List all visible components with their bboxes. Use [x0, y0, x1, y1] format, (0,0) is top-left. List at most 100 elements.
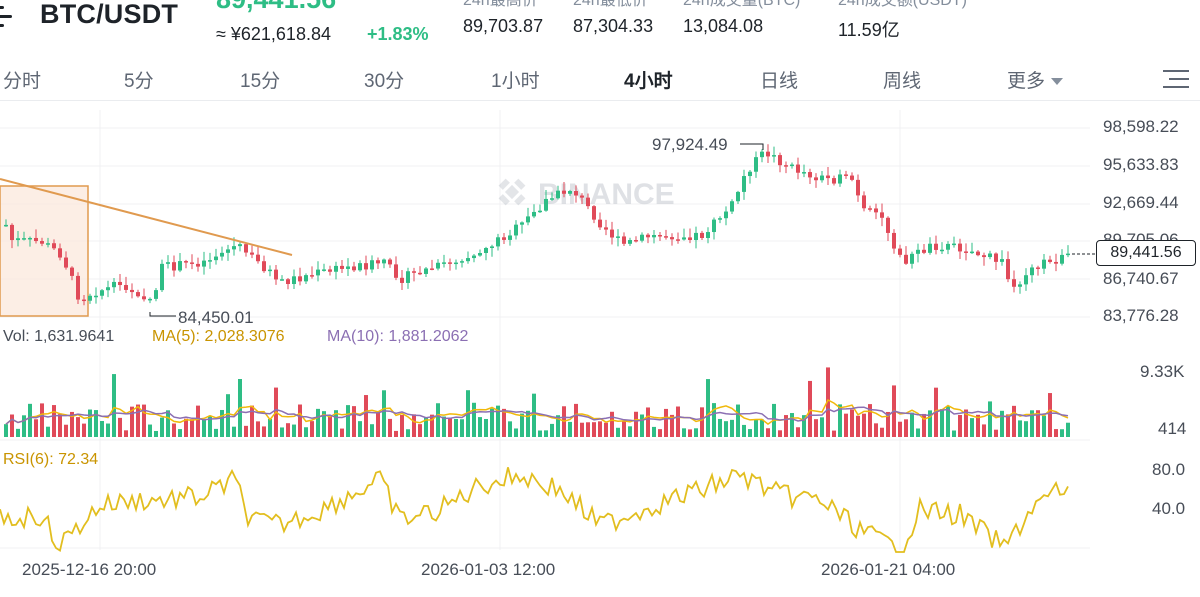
candle-body — [940, 249, 944, 252]
tab-1h[interactable]: 1小时 — [491, 71, 540, 92]
candle-body — [286, 279, 290, 285]
volume-bar — [478, 417, 482, 437]
volume-bar — [976, 414, 980, 437]
candle-body — [766, 151, 770, 157]
volume-bar — [184, 418, 188, 437]
volume-bar — [940, 408, 944, 437]
candle-body — [520, 222, 524, 225]
volume-bar — [820, 417, 824, 437]
drawing-trendline[interactable] — [0, 178, 293, 256]
candle-body — [232, 246, 236, 250]
tab-5m[interactable]: 5分 — [124, 71, 154, 92]
menu-icon[interactable] — [0, 6, 12, 28]
volume-bar — [1054, 429, 1058, 437]
volume-bar — [220, 409, 224, 437]
candle-body — [754, 157, 758, 172]
candle-body — [976, 251, 980, 256]
volume-bar — [4, 424, 8, 437]
candle-body — [478, 252, 482, 256]
volume-bar — [922, 413, 926, 437]
candle-body — [532, 211, 536, 217]
volume-bar — [418, 424, 422, 437]
tab-line[interactable]: 分时 — [3, 71, 42, 92]
candle-body — [850, 175, 854, 180]
volume-bar — [514, 428, 518, 437]
volume-bar — [100, 420, 104, 437]
candle-body — [304, 275, 308, 282]
candle-body — [622, 236, 626, 244]
tab-15m[interactable]: 15分 — [240, 71, 281, 92]
volume-bar — [328, 415, 332, 437]
volume-bar — [1036, 410, 1040, 437]
candle-body — [220, 252, 224, 257]
trading-pair[interactable]: BTC/USDT — [40, 0, 179, 29]
volume-bar — [610, 411, 614, 437]
tab-30m[interactable]: 30分 — [364, 71, 405, 92]
drawing-rectangle[interactable] — [0, 185, 89, 317]
candlesticks — [4, 144, 1070, 306]
candle-body — [310, 275, 314, 277]
candle-body — [322, 269, 326, 271]
candle-body — [328, 269, 332, 272]
caret-down-icon — [1051, 78, 1064, 86]
volume-bar — [136, 404, 140, 437]
volume-bar — [496, 405, 500, 437]
volume-bar — [760, 419, 764, 437]
candle-body — [130, 289, 134, 293]
kline-chart[interactable]: BINANCE 97,924.49 84,450.01 98,598.22 95… — [0, 101, 1200, 597]
time-axis-tick: 2025-12-16 20:00 — [22, 560, 156, 579]
candle-body — [580, 195, 584, 198]
volume-bar — [646, 407, 650, 437]
volume-bar — [16, 428, 20, 437]
candle-body — [148, 298, 152, 301]
candle-body — [892, 232, 896, 249]
candle-body — [772, 155, 776, 157]
tab-more[interactable]: 更多 — [1007, 66, 1064, 93]
candle-body — [118, 281, 122, 286]
volume-bar — [808, 380, 812, 437]
tab-1d[interactable]: 日线 — [760, 71, 799, 92]
candle-body — [958, 243, 962, 252]
candle-body — [274, 269, 278, 280]
candle-body — [184, 261, 188, 263]
time-axis-tick: 2026-01-03 12:00 — [421, 560, 555, 579]
candle-body — [718, 218, 722, 220]
candle-body — [628, 240, 632, 244]
candle-body — [394, 264, 398, 278]
volume-bar — [172, 423, 176, 437]
chart-settings-icon[interactable] — [1163, 68, 1189, 90]
candle-body — [700, 232, 704, 238]
volume-bar — [304, 427, 308, 437]
candle-body — [208, 260, 212, 262]
volume-bar — [280, 427, 284, 437]
candle-body — [76, 275, 80, 300]
price-axis-tick: 92,669.44 — [1103, 193, 1179, 212]
candle-body — [592, 206, 596, 220]
stat-label: 24h成交额(USDT) — [838, 0, 967, 9]
candle-body — [664, 236, 668, 238]
candle-body — [454, 262, 458, 265]
volume-bar — [604, 422, 608, 437]
candle-body — [1006, 259, 1010, 280]
candle-body — [982, 255, 986, 258]
candle-body — [838, 174, 842, 184]
watermark-text: BINANCE — [538, 178, 675, 211]
volume-bar — [574, 403, 578, 437]
candle-body — [178, 261, 182, 271]
tab-more-label: 更多 — [1007, 71, 1046, 92]
candle-body — [988, 253, 992, 258]
candle-body — [190, 262, 194, 264]
candle-body — [22, 238, 26, 240]
candle-body — [934, 243, 938, 250]
candle-body — [952, 243, 956, 246]
candle-body — [760, 151, 764, 158]
volume-bar — [766, 428, 770, 437]
candle-body — [412, 271, 416, 273]
tab-1w[interactable]: 周线 — [883, 71, 922, 92]
tab-4h[interactable]: 4小时 — [624, 71, 673, 92]
stat-value: 89,703.87 — [463, 16, 544, 36]
time-axis-tick: 2026-01-21 04:00 — [821, 560, 955, 579]
stat-value: 87,304.33 — [573, 16, 654, 36]
candle-body — [88, 295, 92, 301]
candle-body — [406, 271, 410, 283]
